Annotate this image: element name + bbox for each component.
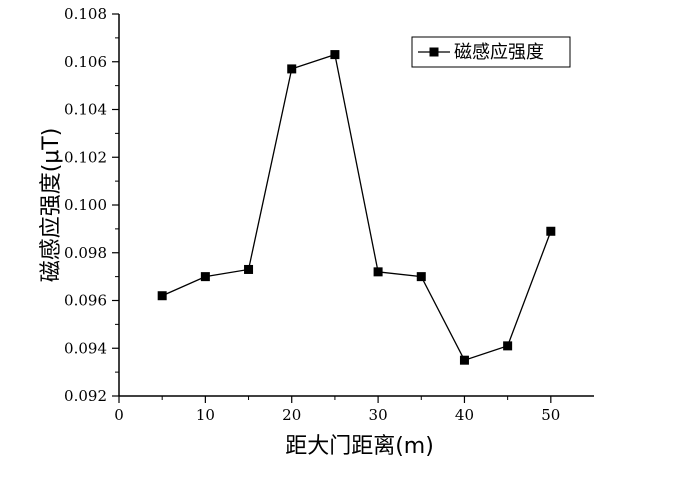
x-tick-label: 20 <box>282 406 301 424</box>
y-tick-label: 0.108 <box>64 5 107 23</box>
x-tick-label: 50 <box>541 406 560 424</box>
legend-label: 磁感应强度 <box>454 42 544 63</box>
ticks: 0 10 20 30 40 50 0.092 0.094 0.096 0.098 0.100 0.10… <box>64 5 560 424</box>
data-point <box>244 264 254 274</box>
y-tick-label: 0.104 <box>64 101 107 119</box>
data-point <box>373 267 383 277</box>
axes <box>118 14 594 397</box>
data-point <box>330 50 340 60</box>
x-tick-label: 10 <box>196 406 215 424</box>
series <box>157 50 556 365</box>
y-tick-label: 0.094 <box>64 339 107 357</box>
y-tick-label: 0.092 <box>64 387 107 405</box>
y-axis-title: 磁感应强度(μT) <box>39 128 64 283</box>
data-point <box>416 272 426 282</box>
data-point <box>200 272 210 282</box>
x-tick-label: 30 <box>369 406 388 424</box>
y-tick-label: 0.098 <box>64 244 107 262</box>
x-tick-label: 0 <box>114 406 124 424</box>
x-tick-label: 40 <box>455 406 474 424</box>
y-tick-label: 0.102 <box>64 148 107 166</box>
series-line <box>161 53 552 361</box>
data-point <box>157 291 167 301</box>
data-point <box>287 64 297 74</box>
data-point <box>503 341 513 351</box>
x-axis-title: 距大门距离(m) <box>285 434 434 459</box>
data-point <box>459 355 469 365</box>
legend: 磁感应强度 <box>411 36 571 68</box>
y-tick-label: 0.106 <box>64 53 107 71</box>
y-tick-label: 0.100 <box>64 196 107 214</box>
data-point <box>546 226 556 236</box>
legend-marker <box>429 47 439 57</box>
y-tick-label: 0.096 <box>64 292 107 310</box>
